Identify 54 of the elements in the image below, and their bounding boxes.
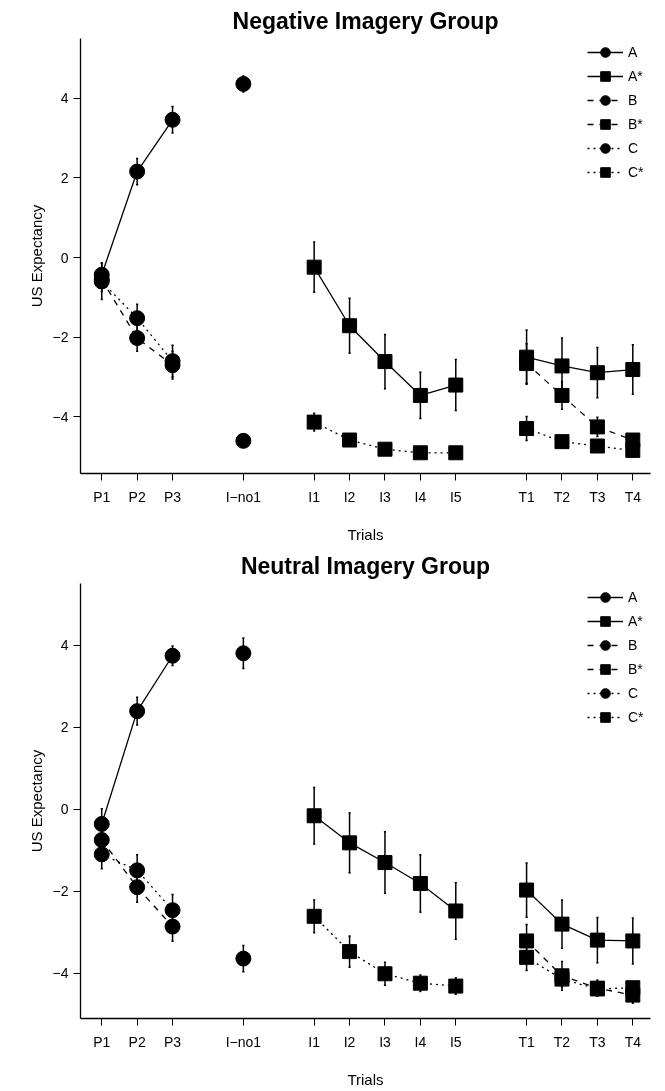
y-tick-label: 4 — [60, 90, 69, 107]
legend-label: B* — [628, 116, 644, 132]
y-tick-label: −4 — [52, 965, 69, 982]
x-tick-label: T2 — [553, 488, 571, 505]
y-tick-label: 2 — [60, 169, 69, 186]
x-tick-label: I−no1 — [225, 488, 262, 505]
y-axis-title: US Expectancy — [27, 204, 45, 308]
x-tick-label: T3 — [589, 488, 606, 505]
x-axis-title: Trials — [347, 525, 384, 543]
x-tick-label: T2 — [553, 1033, 571, 1050]
y-axis-title: US Expectancy — [27, 749, 45, 853]
x-tick-label: I2 — [343, 488, 356, 505]
y-tick-label: −2 — [52, 329, 69, 346]
legend-label: C — [628, 140, 640, 156]
legend-label: C* — [628, 709, 645, 725]
legend-label: B — [628, 92, 639, 108]
x-tick-label: P3 — [163, 488, 182, 505]
x-tick-label: T4 — [624, 1033, 642, 1050]
x-tick-label: I4 — [414, 488, 427, 505]
x-tick-label: I2 — [343, 1033, 356, 1050]
y-tick-label: 0 — [60, 249, 69, 266]
x-tick-label: T1 — [518, 488, 535, 505]
legend-label: A* — [628, 613, 644, 629]
x-tick-label: I−no1 — [225, 1033, 262, 1050]
x-tick-label: P1 — [93, 488, 111, 505]
x-tick-label: T3 — [589, 1033, 606, 1050]
y-tick-label: 2 — [60, 719, 69, 736]
x-tick-label: I5 — [449, 488, 462, 505]
x-tick-label: I3 — [379, 1033, 392, 1050]
x-tick-label: P3 — [163, 1033, 182, 1050]
y-tick-label: −4 — [52, 408, 69, 425]
y-tick-label: −2 — [52, 883, 69, 900]
x-tick-label: P2 — [128, 1033, 146, 1050]
x-tick-label: I1 — [308, 1033, 321, 1050]
x-tick-label: I3 — [379, 488, 392, 505]
legend-label: C* — [628, 164, 645, 180]
x-tick-label: T1 — [518, 1033, 535, 1050]
x-tick-label: T4 — [624, 488, 642, 505]
x-tick-label: I1 — [308, 488, 321, 505]
chart-title: Neutral Imagery Group — [240, 552, 491, 579]
legend-label: A — [628, 589, 639, 605]
y-tick-label: 4 — [60, 637, 69, 654]
x-axis-title: Trials — [347, 1070, 384, 1088]
legend-label: B — [628, 637, 639, 653]
legend-label: C — [628, 685, 640, 701]
x-tick-label: P1 — [93, 1033, 111, 1050]
x-tick-label: I5 — [449, 1033, 462, 1050]
chart-title: Negative Imagery Group — [232, 7, 499, 34]
legend-label: A* — [628, 68, 644, 84]
legend-label: A — [628, 44, 639, 60]
x-tick-label: P2 — [128, 488, 146, 505]
x-tick-label: I4 — [414, 1033, 427, 1050]
legend-label: B* — [628, 661, 644, 677]
y-tick-label: 0 — [60, 801, 69, 818]
